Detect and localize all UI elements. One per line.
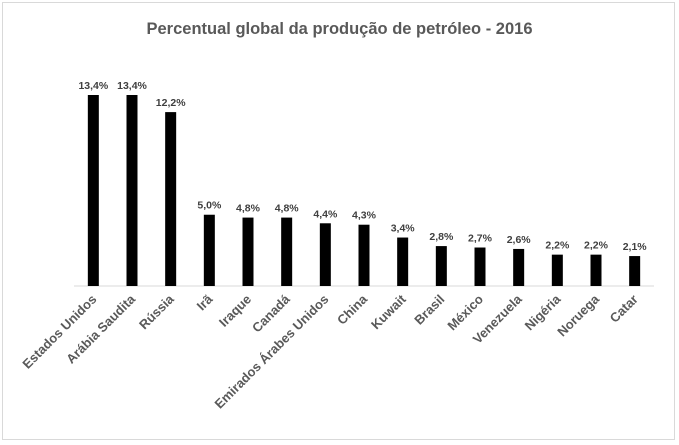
bar-8: [397, 237, 409, 286]
value-label-12: 2,2%: [545, 240, 570, 252]
bar-11: [513, 248, 525, 286]
category-label-1: Arábia Saudita: [63, 291, 139, 367]
bar-2: [165, 112, 177, 286]
bar-14: [629, 256, 641, 286]
category-label-2: Rússia: [136, 291, 177, 332]
category-label-14: Catar: [607, 292, 641, 326]
bars-group: [87, 95, 641, 286]
bar-12: [551, 254, 563, 286]
category-label-8: Kuwait: [368, 291, 409, 332]
bar-0: [87, 95, 99, 286]
value-label-9: 2,8%: [429, 231, 454, 243]
value-label-5: 4,8%: [275, 203, 300, 215]
bar-10: [474, 247, 486, 286]
category-label-13: Noruega: [554, 291, 602, 339]
category-label-9: Brasil: [411, 292, 447, 328]
bar-7: [358, 224, 370, 286]
bar-4: [242, 217, 254, 286]
value-label-13: 2,2%: [584, 240, 609, 252]
value-label-6: 4,4%: [313, 208, 338, 220]
value-label-8: 3,4%: [391, 223, 416, 235]
value-label-1: 13,4%: [117, 80, 147, 92]
bar-1: [126, 95, 138, 286]
bar-13: [590, 254, 602, 286]
value-label-10: 2,7%: [468, 233, 493, 245]
category-label-3: Irã: [194, 291, 216, 313]
chart-frame: [2, 2, 675, 440]
bar-3: [203, 214, 215, 286]
value-label-11: 2,6%: [507, 234, 532, 246]
value-label-0: 13,4%: [78, 80, 108, 92]
value-label-14: 2,1%: [623, 241, 648, 253]
bar-5: [281, 217, 293, 286]
category-label-7: China: [334, 291, 371, 328]
value-label-3: 5,0%: [197, 200, 222, 212]
value-label-4: 4,8%: [236, 203, 261, 215]
chart-title: Percentual global da produção de petróle…: [146, 20, 533, 38]
bar-6: [319, 223, 331, 286]
value-labels-group: 13,4% 13,4% 12,2% 5,0% 4,8% 4,8% 4,4% 4,3% 3,4% 2…: [78, 80, 647, 253]
value-label-7: 4,3%: [352, 210, 377, 222]
bar-9: [435, 246, 447, 286]
value-label-2: 12,2%: [156, 97, 186, 109]
